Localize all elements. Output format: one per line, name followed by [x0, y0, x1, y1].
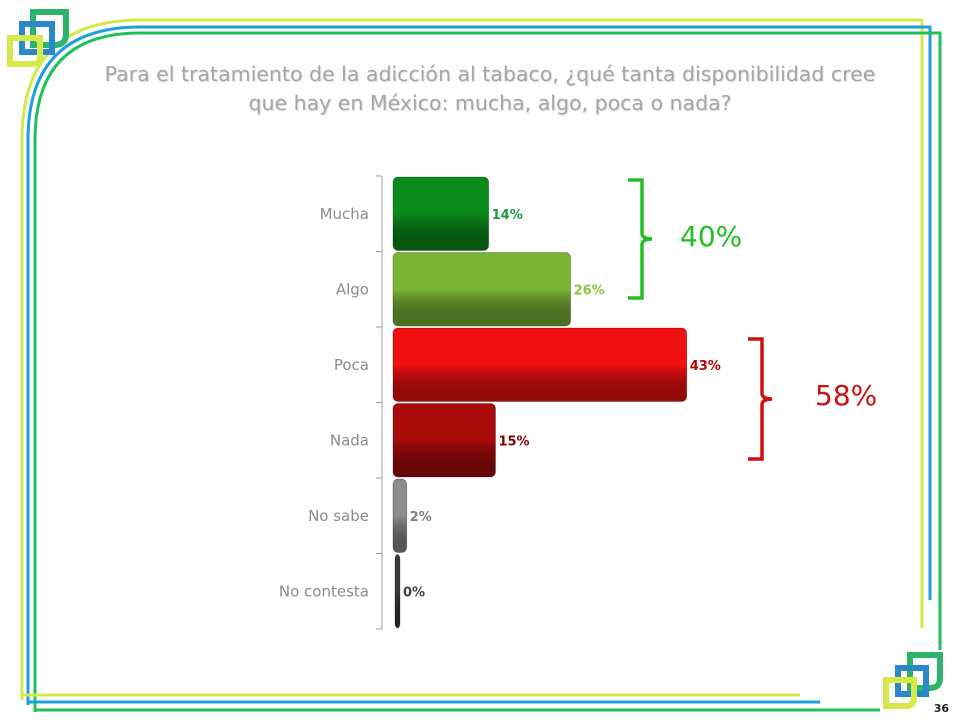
category-label: Algo: [336, 280, 369, 298]
bar-shading: [392, 252, 572, 327]
group-bracket: [628, 178, 653, 300]
data-label: 43%: [690, 359, 721, 374]
group-total-label: 58%: [815, 379, 877, 412]
bar-shading: [392, 327, 688, 402]
category-label: Nada: [330, 431, 369, 449]
logo-top-left: [7, 9, 69, 67]
group-total-label: 40%: [680, 220, 742, 253]
category-label: No sabe: [308, 507, 369, 525]
data-label: 26%: [574, 283, 605, 298]
data-label: 14%: [492, 208, 523, 223]
bar-shading: [392, 478, 408, 553]
category-label: No contesta: [279, 582, 369, 600]
logo-bottom-right: [883, 652, 943, 709]
category-label: Mucha: [320, 205, 369, 223]
group-bracket: [748, 337, 773, 461]
data-label: 15%: [498, 434, 529, 449]
frame-line-green: [33, 31, 942, 712]
data-label: 0%: [403, 585, 425, 600]
slide-title: Para el tratamiento de la adicción al ta…: [104, 62, 876, 115]
page-number: 36: [933, 702, 949, 715]
category-label: Poca: [334, 356, 369, 374]
bar-shading: [394, 554, 401, 629]
data-label: 2%: [410, 510, 432, 525]
bar-chart: Mucha 14% Algo 26% Poca 43% Nada 15% No sabe 2% No…: [279, 175, 877, 630]
bar-shading: [392, 176, 490, 251]
frame-line-blue: [26, 25, 932, 705]
bar-shading: [392, 403, 496, 478]
